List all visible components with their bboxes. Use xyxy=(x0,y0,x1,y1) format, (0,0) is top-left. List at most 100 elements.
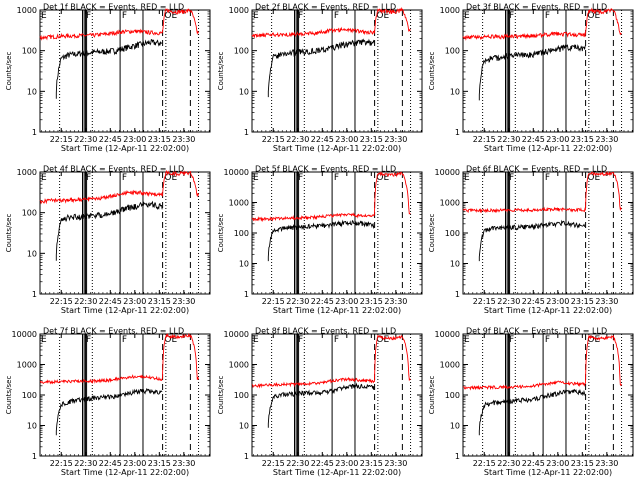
x-tick-label: 23:00 xyxy=(123,297,146,306)
x-tick-label: 22:15 xyxy=(50,135,73,144)
y-tick-label: 10000 xyxy=(224,330,249,339)
y-tick-label: 10000 xyxy=(12,330,37,339)
plot-frame xyxy=(462,171,634,295)
panel-9: Det 9f BLACK = Events, RED = LLD 1 10 100 10… xyxy=(428,327,634,477)
chart-title: Det 4f BLACK = Events, RED = LLD xyxy=(43,165,184,174)
x-tick-label: 22:30 xyxy=(74,459,97,468)
plot-frame xyxy=(39,9,211,133)
x-tick-label: 23:00 xyxy=(546,459,569,468)
x-tick-label: 23:15 xyxy=(360,459,383,468)
marker-letter: F xyxy=(86,335,91,345)
events-series-line xyxy=(55,39,163,99)
y-tick-label: 1000 xyxy=(229,199,249,208)
y-axis-label: Counts/sec xyxy=(217,376,225,415)
y-tick-label: 100 xyxy=(22,209,37,218)
x-tick-label: 23:15 xyxy=(360,135,383,144)
y-tick-label: 10 xyxy=(239,422,249,431)
events-series-line xyxy=(267,382,375,428)
lld-series-line xyxy=(462,334,622,391)
x-tick-label: 22:30 xyxy=(286,135,309,144)
x-tick-label: 23:30 xyxy=(595,297,618,306)
lld-series-line xyxy=(39,8,199,41)
lld-series-line xyxy=(39,332,199,385)
y-tick-label: 100 xyxy=(234,47,249,56)
marker-letter: E xyxy=(464,11,470,21)
plot-frame xyxy=(251,171,423,295)
y-tick-label: 10000 xyxy=(435,330,460,339)
y-tick-label: 10 xyxy=(27,422,37,431)
plot-frame xyxy=(251,333,423,457)
y-tick-label: 10000 xyxy=(435,168,460,177)
x-tick-label: 23:15 xyxy=(571,459,594,468)
y-tick-label: 10 xyxy=(27,87,37,96)
x-tick-label: 22:15 xyxy=(473,135,496,144)
x-tick-label: 23:15 xyxy=(571,297,594,306)
lld-series-line xyxy=(251,334,411,389)
marker-letter: F xyxy=(86,11,91,21)
lld-series-line xyxy=(39,169,199,205)
y-tick-label: 100 xyxy=(234,391,249,400)
marker-letter: E xyxy=(253,173,259,183)
events-series-line xyxy=(478,219,586,262)
y-tick-label: 10 xyxy=(450,260,460,269)
y-axis-label: Counts/sec xyxy=(428,52,436,91)
y-axis-label: Counts/sec xyxy=(217,214,225,253)
x-tick-label: 22:45 xyxy=(311,459,334,468)
x-tick-label: 22:15 xyxy=(262,459,285,468)
marker-letter: F xyxy=(86,173,91,183)
y-tick-label: 1 xyxy=(244,290,249,299)
events-series-line xyxy=(55,200,163,261)
y-tick-label: 1 xyxy=(244,452,249,461)
plot-frame xyxy=(462,9,634,133)
marker-letter: F xyxy=(122,335,127,345)
marker-letter: E xyxy=(253,11,259,21)
panel-1: Det 1f BLACK = Events, RED = LLD 1 10 100 10… xyxy=(5,3,211,153)
x-tick-label: 22:45 xyxy=(99,135,122,144)
marker-letter: E xyxy=(253,335,259,345)
marker-letter: OE xyxy=(376,11,389,21)
x-tick-label: 22:45 xyxy=(99,459,122,468)
y-tick-label: 1000 xyxy=(17,361,37,370)
panel-8: Det 8f BLACK = Events, RED = LLD 1 10 100 10… xyxy=(217,327,423,477)
marker-letter: OE xyxy=(587,173,600,183)
y-tick-label: 100 xyxy=(234,229,249,238)
y-tick-label: 1000 xyxy=(17,168,37,177)
chart-title: Det 2f BLACK = Events, RED = LLD xyxy=(255,3,396,12)
marker-letter: F xyxy=(509,173,514,183)
y-tick-label: 10000 xyxy=(224,168,249,177)
x-tick-label: 23:00 xyxy=(546,297,569,306)
marker-letter: E xyxy=(41,11,47,21)
x-tick-label: 22:30 xyxy=(74,297,97,306)
x-tick-label: 22:15 xyxy=(50,459,73,468)
y-tick-label: 100 xyxy=(445,229,460,238)
y-tick-label: 100 xyxy=(445,47,460,56)
chart-title: Det 3f BLACK = Events, RED = LLD xyxy=(466,3,607,12)
x-tick-label: 22:15 xyxy=(262,297,285,306)
lld-series-line xyxy=(251,6,411,39)
y-axis-label: Counts/sec xyxy=(5,214,13,253)
chart-title: Det 8f BLACK = Events, RED = LLD xyxy=(255,327,396,336)
events-series-line xyxy=(478,388,586,436)
y-tick-label: 1000 xyxy=(17,6,37,15)
y-axis-label: Counts/sec xyxy=(428,376,436,415)
marker-letter: F xyxy=(298,11,303,21)
marker-letter: OE xyxy=(376,335,389,345)
x-tick-label: 22:30 xyxy=(497,135,520,144)
x-tick-label: 23:30 xyxy=(595,459,618,468)
marker-letter: F xyxy=(122,173,127,183)
x-axis-label: Start Time (12-Apr-11 22:02:00) xyxy=(484,144,612,153)
x-tick-label: 22:15 xyxy=(473,459,496,468)
marker-letter: OE xyxy=(376,173,389,183)
y-tick-label: 1 xyxy=(32,128,37,137)
x-axis-label: Start Time (12-Apr-11 22:02:00) xyxy=(273,144,401,153)
chart-title: Det 6f BLACK = Events, RED = LLD xyxy=(466,165,607,174)
x-tick-label: 23:30 xyxy=(384,297,407,306)
marker-letter: F xyxy=(334,173,339,183)
y-tick-label: 1 xyxy=(32,452,37,461)
y-tick-label: 1000 xyxy=(440,361,460,370)
y-tick-label: 1 xyxy=(455,452,460,461)
events-series-line xyxy=(267,219,375,262)
y-axis-label: Counts/sec xyxy=(217,52,225,91)
marker-letter: E xyxy=(464,335,470,345)
marker-letter: E xyxy=(41,173,47,183)
